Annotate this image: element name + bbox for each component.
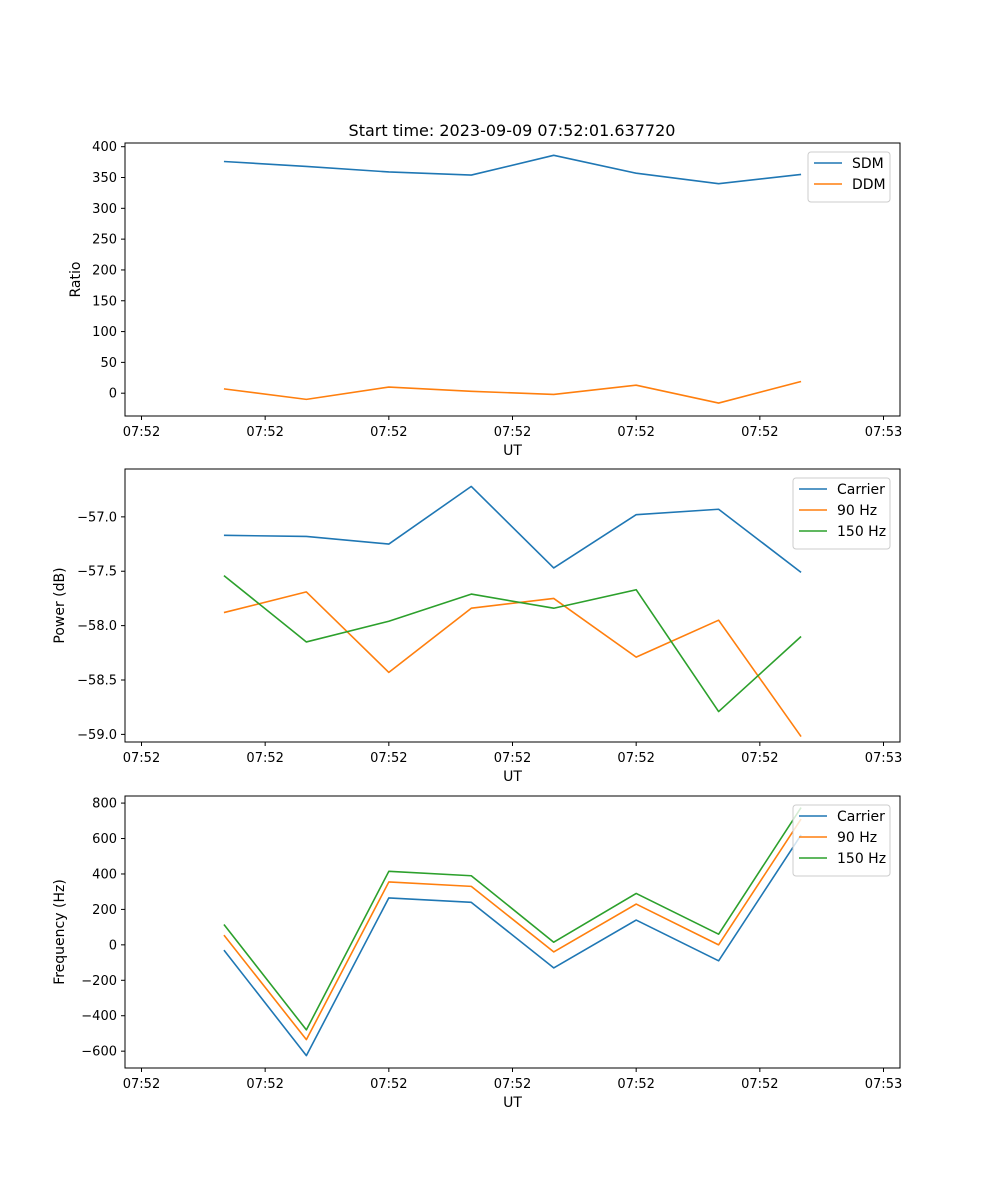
y-axis-label: Power (dB) — [52, 567, 68, 643]
legend-label: 90 Hz — [837, 503, 877, 519]
y-tick-label: −57.0 — [77, 510, 117, 525]
legend: Carrier 90 Hz 150 Hz — [792, 804, 891, 877]
x-tick-label: 07:52 — [123, 425, 160, 440]
legend-label: SDM — [852, 156, 884, 172]
x-tick-label: 07:52 — [617, 751, 654, 766]
legend-label: DDM — [852, 177, 886, 193]
legend: SDM DDM — [807, 151, 891, 203]
x-tick-label: 07:52 — [741, 425, 778, 440]
y-tick-label: 200 — [92, 903, 117, 918]
y-tick-label: −57.5 — [77, 565, 117, 580]
y-tick-label: −59.0 — [77, 728, 117, 743]
x-tick-label: 07:52 — [123, 751, 160, 766]
x-tick-label: 07:52 — [123, 1077, 160, 1092]
x-tick-label: 07:52 — [494, 1077, 531, 1092]
y-tick-label: 0 — [109, 387, 117, 402]
y-tick-label: 400 — [92, 867, 117, 882]
legend-label: Carrier — [837, 809, 885, 825]
y-tick-label: −600 — [81, 1045, 117, 1060]
legend-label: 150 Hz — [837, 851, 886, 867]
y-tick-label: 300 — [92, 202, 117, 217]
x-tick-label: 07:52 — [370, 751, 407, 766]
x-tick-label: 07:52 — [494, 751, 531, 766]
y-tick-label: 150 — [92, 294, 117, 309]
legend-box — [807, 151, 891, 203]
x-tick-label: 07:52 — [741, 1077, 778, 1092]
legend-label: Carrier — [837, 482, 885, 498]
y-tick-label: 800 — [92, 797, 117, 812]
y-tick-label: −58.5 — [77, 674, 117, 689]
x-tick-label: 07:52 — [370, 1077, 407, 1092]
x-tick-label: 07:52 — [617, 425, 654, 440]
legend-label: 150 Hz — [837, 524, 886, 540]
series-line-90-hz — [223, 818, 802, 1041]
x-tick-label: 07:53 — [865, 751, 902, 766]
y-tick-label: 100 — [92, 325, 117, 340]
y-tick-label: 50 — [100, 356, 117, 371]
x-axis-label: UT — [503, 1095, 522, 1111]
x-tick-label: 07:52 — [617, 1077, 654, 1092]
charts-container: 07:52 07:52 07:52 07:52 07:52 07:52 07:53 0 50 10… — [52, 140, 902, 1111]
legend: Carrier 90 Hz 150 Hz — [792, 477, 891, 550]
x-tick-label: 07:52 — [741, 751, 778, 766]
y-axis-label: Ratio — [68, 262, 84, 298]
series-line-90-hz — [223, 591, 802, 738]
series-line-carrier — [223, 834, 802, 1057]
x-axis-label: UT — [503, 443, 522, 459]
chart-panel-1: 07:52 07:52 07:52 07:52 07:52 07:52 07:53 0 50 10… — [68, 140, 902, 459]
x-axis-label: UT — [503, 769, 522, 785]
y-tick-label: −400 — [81, 1009, 117, 1024]
chart-panel-2: 07:52 07:52 07:52 07:52 07:52 07:52 07:53 −59.0… — [52, 468, 902, 785]
series-line-carrier — [223, 485, 802, 573]
series-line-ddm — [223, 380, 802, 404]
x-tick-label: 07:52 — [370, 425, 407, 440]
x-tick-label: 07:53 — [865, 425, 902, 440]
figure-title: Start time: 2023-09-09 07:52:01.637720 — [349, 121, 676, 140]
y-axis-label: Frequency (Hz) — [52, 879, 68, 985]
series-line-sdm — [223, 154, 802, 185]
y-tick-label: −58.0 — [77, 619, 117, 634]
y-tick-label: 350 — [92, 171, 117, 186]
x-tick-label: 07:52 — [246, 425, 283, 440]
chart-panel-3: 07:52 07:52 07:52 07:52 07:52 07:52 07:53 −600 −… — [52, 795, 902, 1111]
y-tick-label: 200 — [92, 263, 117, 278]
x-tick-label: 07:52 — [246, 1077, 283, 1092]
y-tick-label: 600 — [92, 832, 117, 847]
y-tick-label: 250 — [92, 233, 117, 248]
x-tick-label: 07:52 — [246, 751, 283, 766]
series-line-150-hz — [223, 807, 802, 1031]
y-tick-label: 400 — [92, 140, 117, 155]
y-tick-label: 0 — [109, 938, 117, 953]
series-line-150-hz — [223, 574, 802, 713]
legend-label: 90 Hz — [837, 830, 877, 846]
x-tick-label: 07:52 — [494, 425, 531, 440]
x-tick-label: 07:53 — [865, 1077, 902, 1092]
y-tick-label: −200 — [81, 974, 117, 989]
